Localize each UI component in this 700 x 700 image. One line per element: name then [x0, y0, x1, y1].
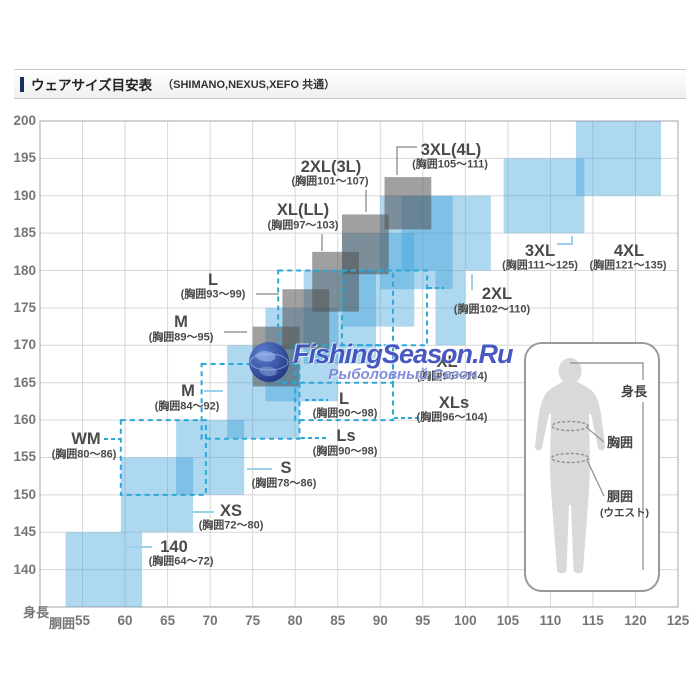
- measurement-figure-box: 身長 胸囲 胴囲 (ウエスト): [524, 342, 660, 592]
- x-tick-95: 95: [415, 613, 431, 628]
- size-chest-range-XS: (胸囲72～80): [198, 519, 264, 532]
- y-tick-145: 145: [13, 524, 36, 540]
- figure-waist-note: (ウエスト): [600, 507, 649, 519]
- x-tick-65: 65: [160, 613, 176, 628]
- size-label-XLs: XLs: [438, 393, 470, 412]
- size-block-S: [176, 420, 245, 495]
- size-label-L: L: [338, 389, 350, 408]
- size-block-L: [277, 269, 395, 384]
- y-tick-160: 160: [13, 412, 36, 428]
- size-chest-range-XLs: (胸囲96～104): [416, 411, 488, 424]
- size-chest-range-M: (胸囲84～92): [154, 400, 220, 413]
- y-tick-180: 180: [13, 262, 36, 278]
- x-tick-105: 105: [496, 613, 520, 628]
- x-tick-100: 100: [454, 613, 477, 628]
- x-tick-120: 120: [624, 613, 647, 628]
- size-block-4XL: [575, 121, 661, 196]
- size-block-140: [65, 532, 143, 607]
- size-label-M: M: [174, 312, 188, 331]
- size-block-3XL: [503, 158, 585, 234]
- pointer-3XL(4L): [396, 146, 417, 175]
- size-label-XL(LL): XL(LL): [276, 200, 330, 219]
- size-chest-range-2XL: (胸囲102～110): [453, 303, 531, 316]
- size-chest-range-L: (胸囲93～99): [180, 288, 246, 301]
- size-label-2XL: 2XL: [481, 284, 513, 303]
- size-chest-range-140: (胸囲64～72): [148, 555, 214, 568]
- size-block-2XL(3L): [341, 214, 389, 275]
- y-tick-150: 150: [13, 486, 36, 502]
- y-tick-185: 185: [13, 225, 36, 241]
- size-chest-range-WM: (胸囲80～86): [51, 448, 117, 461]
- page-subtitle: （SHIMANO,NEXUS,XEFO 共通）: [162, 79, 336, 91]
- x-tick-80: 80: [287, 613, 303, 628]
- size-label-Ls: Ls: [336, 426, 356, 445]
- size-chest-range-L: (胸囲90～98): [312, 407, 378, 420]
- size-chest-range-2XL(3L): (胸囲101～107): [291, 175, 369, 188]
- x-tick-85: 85: [330, 613, 346, 628]
- y-tick-195: 195: [13, 150, 36, 166]
- page-title: ウェアサイズ目安表: [31, 78, 153, 93]
- size-block-standard-sizes: [435, 270, 466, 346]
- size-chest-range-XL(LL): (胸囲97～103): [267, 219, 339, 232]
- header-bar: ウェアサイズ目安表 （SHIMANO,NEXUS,XEFO 共通）: [14, 69, 686, 99]
- size-chest-range-Ls: (胸囲90～98): [312, 445, 378, 458]
- x-tick-75: 75: [245, 613, 261, 628]
- y-tick-140: 140: [13, 561, 36, 577]
- figure-waist-label: 胴囲: [607, 489, 633, 504]
- x-tick-115: 115: [582, 613, 604, 628]
- size-label-2XL(3L): 2XL(3L): [300, 157, 362, 176]
- size-chest-range-XL: (胸囲96～104): [416, 370, 488, 383]
- y-tick-175: 175: [13, 299, 36, 315]
- body-silhouette: 身長 胸囲 胴囲 (ウエスト): [534, 358, 649, 574]
- size-label-M: M: [181, 381, 195, 400]
- figure-height-label: 身長: [621, 384, 648, 399]
- figure-chest-label: 胸囲: [607, 435, 633, 450]
- size-label-3XL: 3XL: [524, 241, 556, 260]
- y-axis-label: 身長: [22, 605, 50, 620]
- x-tick-55: 55: [75, 613, 91, 628]
- pointer-3XL: [557, 236, 573, 245]
- size-chest-range-3XL(4L): (胸囲105～111): [412, 158, 488, 171]
- x-axis-label: 胴囲: [48, 616, 76, 631]
- size-block-3XL(4L): [384, 177, 432, 230]
- size-chest-range-M: (胸囲89～95): [148, 331, 214, 344]
- size-label-XS: XS: [219, 501, 243, 520]
- x-tick-90: 90: [372, 613, 388, 628]
- x-tick-125: 125: [666, 613, 690, 628]
- y-tick-190: 190: [13, 187, 36, 203]
- header-accent-bar: [20, 76, 24, 92]
- y-tick-170: 170: [13, 337, 36, 353]
- x-tick-110: 110: [539, 613, 562, 628]
- y-tick-200: 200: [13, 113, 36, 128]
- size-label-L: L: [207, 270, 219, 289]
- plot-border: [39, 120, 679, 608]
- y-tick-155: 155: [13, 449, 36, 465]
- size-label-XL: XL: [436, 352, 458, 371]
- size-block-XL: [340, 269, 429, 347]
- x-tick-70: 70: [202, 613, 218, 628]
- y-tick-165: 165: [13, 374, 36, 390]
- size-label-140: 140: [160, 537, 188, 556]
- size-chest-range-S: (胸囲78～86): [251, 477, 317, 490]
- size-block-XLs: [294, 344, 395, 422]
- size-chest-range-4XL: (胸囲121～135): [589, 259, 667, 272]
- waist-line: [550, 452, 590, 464]
- size-label-WM: WM: [71, 429, 101, 448]
- size-chest-range-3XL: (胸囲111～125): [502, 259, 578, 272]
- size-label-4XL: 4XL: [613, 241, 645, 260]
- size-label-S: S: [280, 458, 292, 477]
- chest-line: [551, 420, 589, 432]
- size-label-3XL(4L): 3XL(4L): [420, 140, 482, 159]
- x-tick-60: 60: [117, 613, 133, 628]
- size-block-WM: [119, 419, 207, 496]
